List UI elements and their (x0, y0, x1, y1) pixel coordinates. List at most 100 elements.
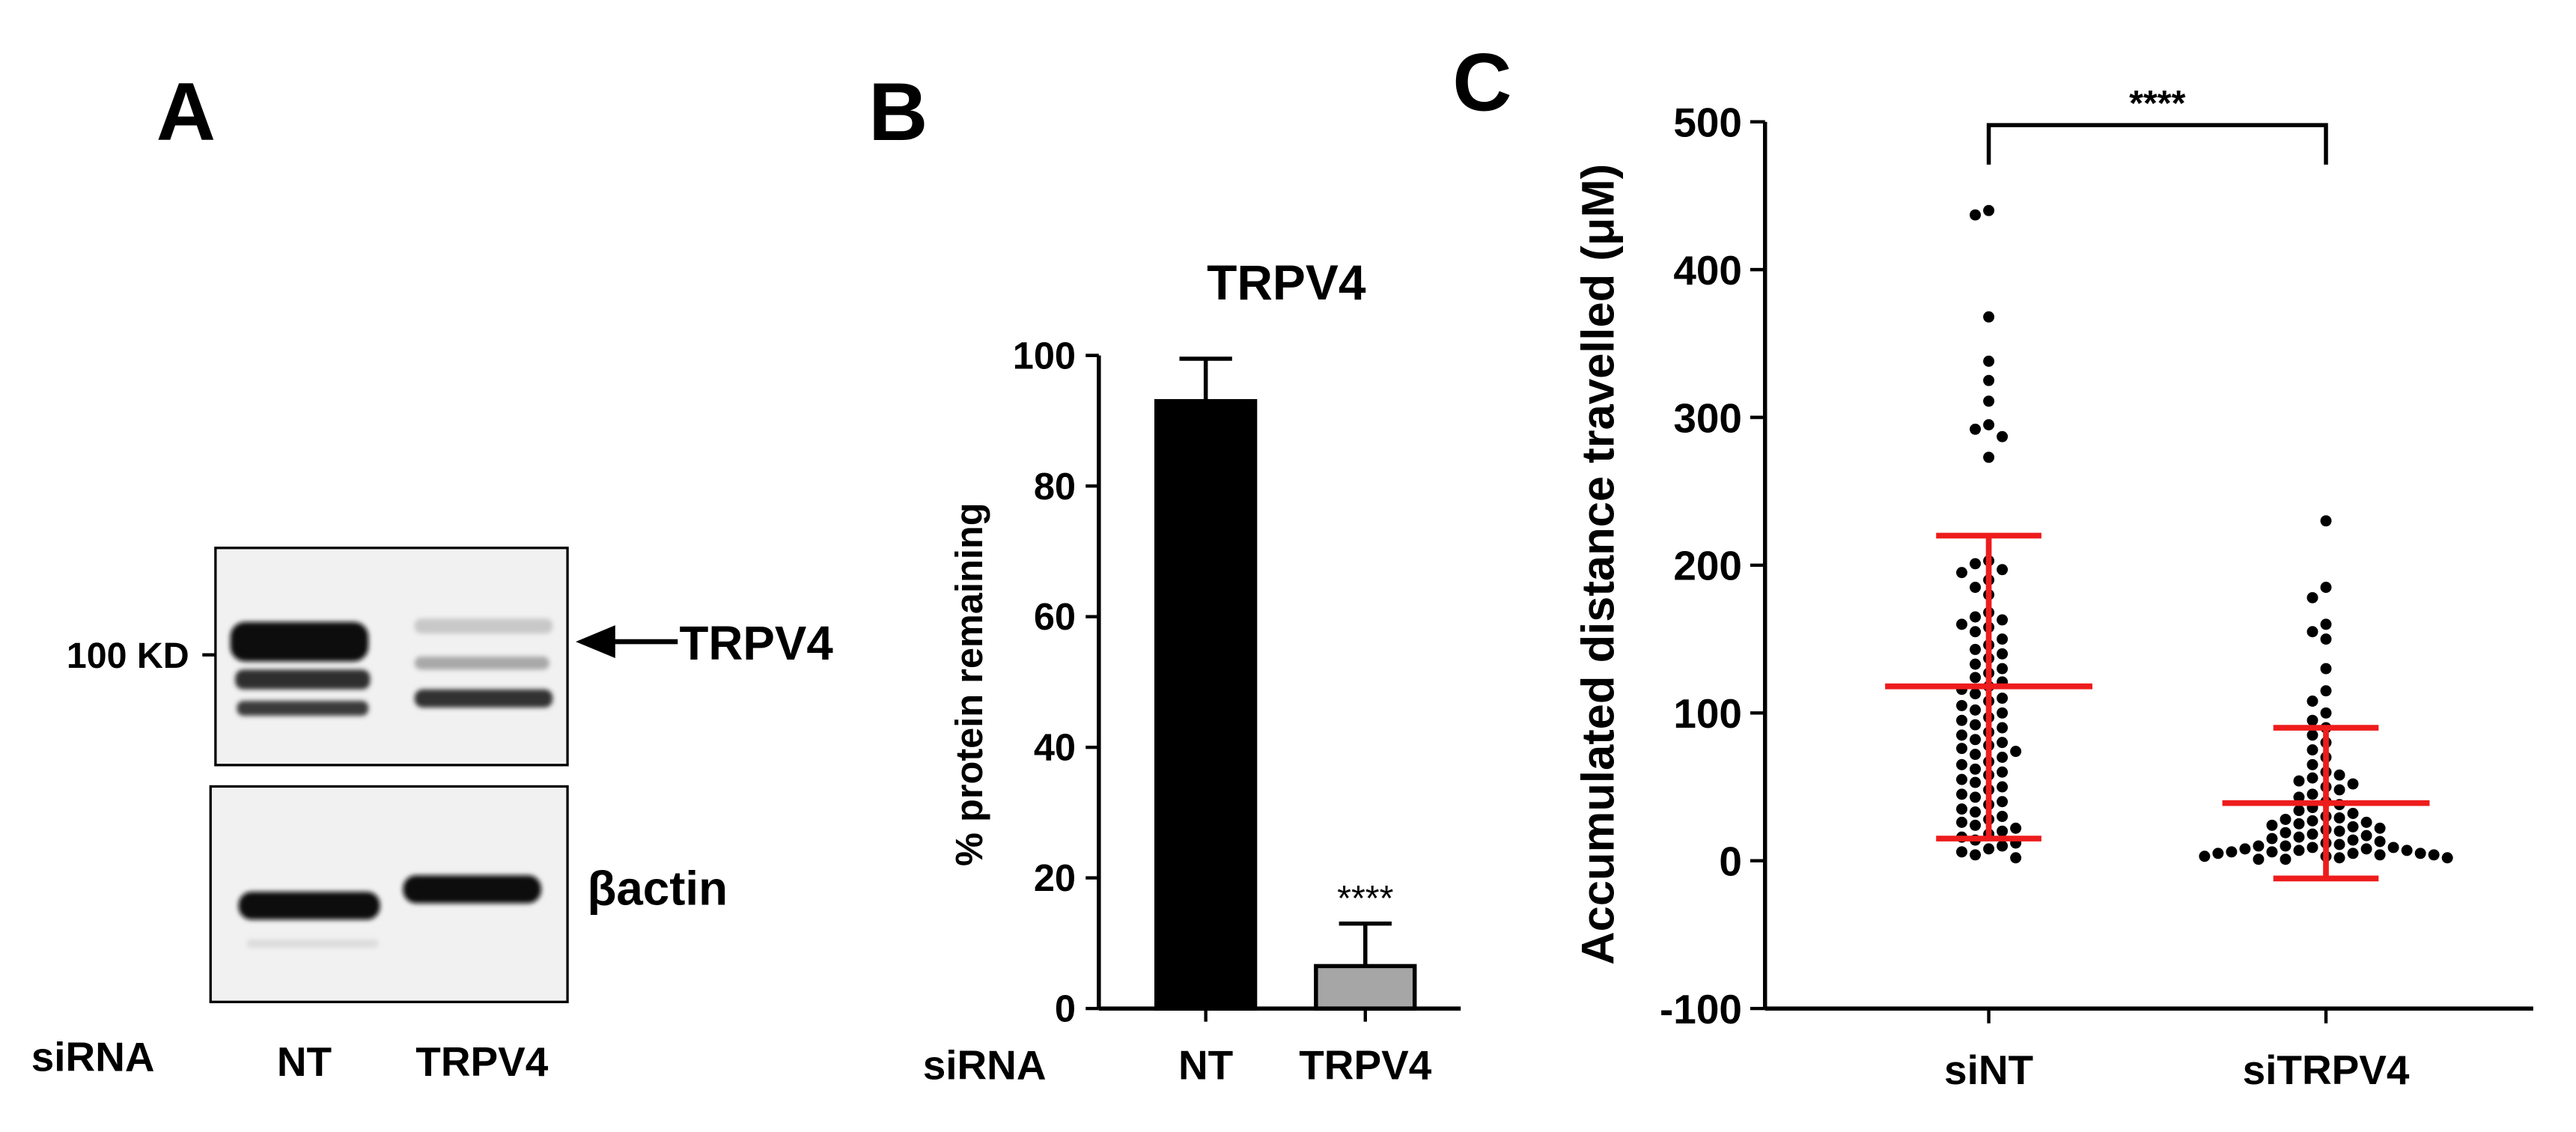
scatter-point (2306, 591, 2318, 603)
scatter-point (1983, 374, 1995, 386)
scatter-point (1983, 204, 1995, 216)
scatter-point (2374, 836, 2386, 848)
panel-b: B TRPV4 % protein remaining siRNA 0 20 40 6… (868, 67, 1461, 1089)
scatter-point (1997, 707, 2009, 719)
band-nt-lower (237, 701, 369, 716)
panel-c-letter: C (1452, 37, 1511, 128)
scatter-point (2306, 772, 2318, 784)
scatter-point (1997, 825, 2009, 837)
scatter-point (2306, 729, 2318, 741)
scatter-point (2306, 758, 2318, 770)
scatter-point (1970, 791, 1982, 803)
scatter-point (1997, 796, 2009, 808)
scatter-point (2306, 696, 2318, 707)
scatter-point (1956, 714, 1967, 726)
scatter-point (2347, 778, 2359, 790)
scatter-y-tick-label: 300 (1673, 395, 1742, 441)
scatter-point (1970, 626, 1982, 638)
scatter-point (2293, 818, 2305, 830)
band-actin-nt-faint (246, 939, 379, 948)
scatter-point (2253, 853, 2265, 865)
scatter-point (2347, 821, 2359, 833)
scatter-point (1956, 729, 1967, 741)
marker-label: 100 KD (67, 636, 189, 676)
scatter-point (2293, 775, 2305, 787)
band-actin-trpv4 (403, 875, 541, 904)
scatter-point (2212, 848, 2224, 859)
blot-trpv4 (214, 547, 569, 767)
scatter-point (2414, 848, 2426, 859)
panel-b-letter: B (868, 67, 928, 158)
scatter-point (1997, 633, 2009, 645)
scatter-point (1970, 658, 1982, 670)
scatter-point (2306, 788, 2318, 800)
scatter-point (1997, 810, 2009, 822)
scatter-point (1997, 663, 2009, 675)
scatter-point (1970, 688, 1982, 700)
band-nt-upper (230, 621, 369, 662)
row-label-a: siRNA (31, 1034, 155, 1080)
scatter-point (1956, 699, 1967, 711)
bar-y-tick-label: 80 (1034, 465, 1076, 508)
bar-y-tick-label: 60 (1034, 595, 1076, 638)
scatter-x-tick-label: siNT (1944, 1047, 2033, 1093)
scatter-stats: **** (1885, 83, 2430, 882)
scatter-point (2239, 843, 2251, 855)
panel-a: A 100 KD TRPV4 (31, 67, 834, 1085)
scatter-y-tick-label: -100 (1660, 986, 1742, 1032)
scatter-y-tick-label: 100 (1673, 690, 1742, 737)
chart-c-ylabel: Accumulated distance travelled (μM) (1573, 164, 1625, 965)
scatter-point (2374, 849, 2386, 861)
scatter-point (2280, 840, 2292, 852)
scatter-point (1956, 816, 1967, 828)
scatter-point (1970, 209, 1982, 221)
scatter-point (2320, 515, 2332, 527)
panel-a-letter: A (156, 67, 216, 158)
scatter-point (1970, 776, 1982, 788)
scatter-point (1956, 567, 1967, 579)
scatter-point (2441, 852, 2453, 864)
scatter-point (1970, 423, 1982, 435)
bar-x-tick-label: NT (1178, 1042, 1233, 1089)
bar (1314, 964, 1417, 1011)
scatter-point (2306, 815, 2318, 827)
scatter-point (1970, 611, 1982, 623)
scatter-point (2333, 812, 2345, 824)
scatter-point (2266, 846, 2278, 858)
scatter-point (2333, 769, 2345, 781)
scatter-point (2280, 827, 2292, 839)
scatter-point (1956, 618, 1967, 630)
bar (1154, 399, 1258, 1011)
scatter-point (1997, 840, 2009, 852)
scatter-point (2280, 853, 2292, 865)
scatter-point (2010, 746, 2022, 758)
scatter-y-tick-label: 500 (1673, 100, 1742, 146)
scatter-point (2320, 618, 2332, 630)
scatter-point (2306, 626, 2318, 638)
scatter-point (1956, 773, 1967, 785)
scatter-point (2333, 784, 2345, 796)
scatter-point (1997, 766, 2009, 778)
scatter-point (1956, 846, 1967, 858)
scatter-point (2333, 839, 2345, 850)
scatter-point (1983, 356, 1995, 367)
scatter-point (1997, 564, 2009, 576)
scatter-point (2306, 714, 2318, 726)
scatter-point (1956, 803, 1967, 815)
scatter-point (2320, 685, 2332, 697)
lane-label-nt: NT (277, 1038, 332, 1085)
arrow-icon (576, 625, 678, 659)
scatter-point (1970, 672, 1982, 684)
scatter-point (2320, 633, 2332, 645)
bar-y-tick-label: 20 (1034, 856, 1076, 899)
scatter-point (2387, 842, 2399, 853)
blot-actin (209, 785, 569, 1003)
scatter-point (1983, 311, 1995, 323)
scatter-point (2347, 848, 2359, 859)
scatter-point (1997, 614, 2009, 626)
scatter-point (1997, 752, 2009, 763)
scatter-point (1997, 737, 2009, 749)
scatter-point (2293, 805, 2305, 817)
scatter-point (1983, 843, 1995, 855)
